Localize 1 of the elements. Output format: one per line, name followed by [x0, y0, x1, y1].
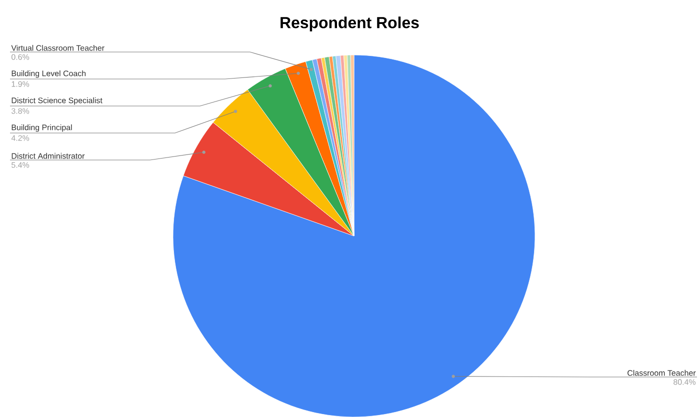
chart-title: Respondent Roles: [280, 16, 419, 32]
